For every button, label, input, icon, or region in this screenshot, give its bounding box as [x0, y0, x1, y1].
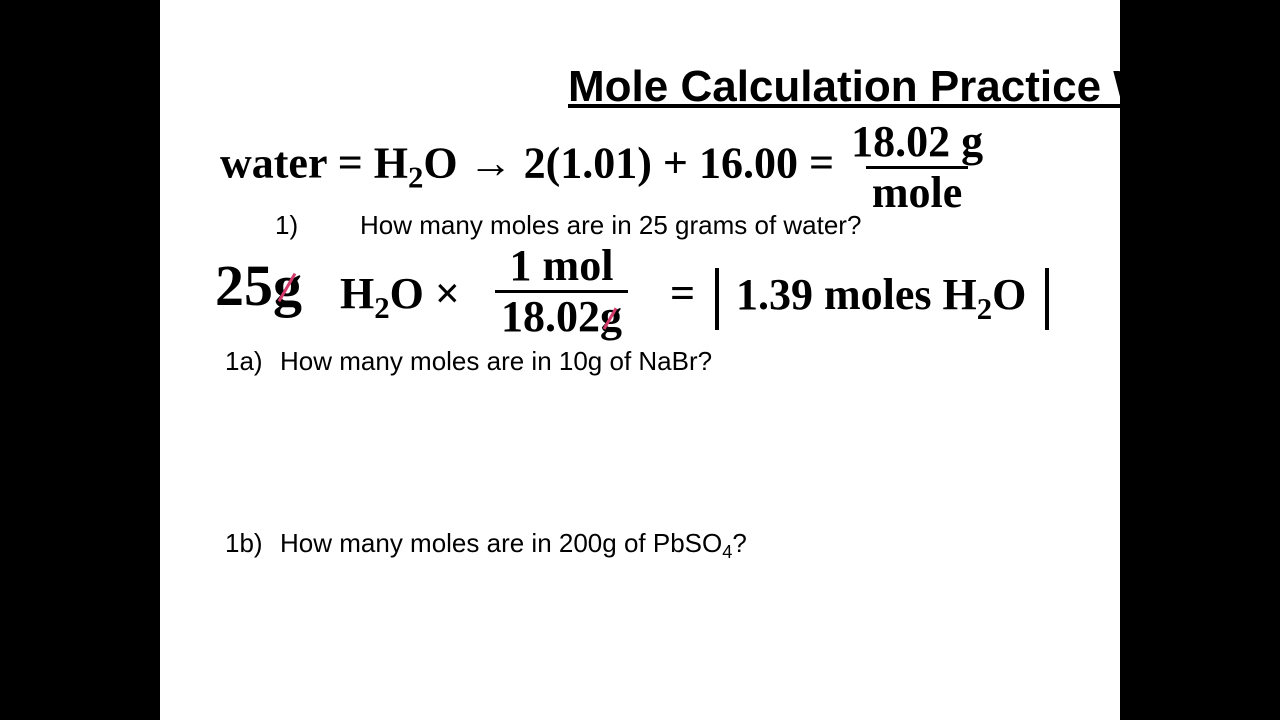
q1b-number: 1b)	[225, 528, 263, 559]
q1a-text: How many moles are in 10g of NaBr?	[280, 346, 712, 377]
hw-text: H	[340, 269, 374, 318]
q1b-text: How many moles are in 200g of PbSO4?	[280, 528, 747, 563]
q1a-number: 1a)	[225, 346, 263, 377]
hw-frac-den: 18.02g	[495, 290, 628, 339]
hw-ans-tail: O	[992, 270, 1026, 319]
hw-text: O ×	[390, 269, 460, 318]
q1b-text-a: How many moles are in 200g of PbSO	[280, 528, 722, 558]
vbar-icon	[715, 268, 719, 330]
q1b-text-b: ?	[732, 528, 746, 558]
hw-qty: 25	[215, 253, 273, 318]
worksheet-page: Mole Calculation Practice Workshee water…	[160, 0, 1120, 720]
hw-molar-mass: water = H2O → 2(1.01) + 16.00 = 18.02 g …	[220, 120, 989, 215]
hw-sub: 2	[977, 292, 992, 326]
hw-frac-num: 18.02 g	[845, 120, 989, 166]
hw-text: O → 2(1.01) + 16.00 =	[423, 139, 834, 188]
hw-fraction: 1 mol 18.02g	[495, 244, 628, 339]
hw-answer: 1.39 moles H2O	[715, 268, 1049, 330]
hw-unit-struck: g	[273, 253, 302, 318]
hw-den-val: 18.02	[501, 292, 600, 341]
worksheet-title: Mole Calculation Practice Workshee	[568, 62, 1280, 112]
hw-fraction: 18.02 g mole	[845, 120, 989, 215]
hw-sub: 2	[374, 291, 389, 325]
q1b-sub: 4	[722, 542, 732, 562]
hw-text: water = H	[220, 139, 408, 188]
hw-sub: 2	[408, 160, 423, 194]
hw-equals: =	[670, 268, 695, 319]
q1-number: 1)	[275, 210, 298, 241]
hw-ans-val: 1.39 moles H	[736, 270, 977, 319]
hw-frac-num: 1 mol	[504, 244, 620, 290]
hw-unit-struck: g	[600, 292, 622, 341]
q1-text: How many moles are in 25 grams of water?	[360, 210, 861, 241]
hw-frac-den: mole	[866, 166, 968, 215]
hw-calc-fraction: 1 mol 18.02g	[495, 244, 628, 339]
hw-calc-formula: H2O ×	[340, 268, 460, 326]
hw-calc-lead: 25g	[215, 252, 302, 319]
vbar-icon	[1045, 268, 1049, 330]
